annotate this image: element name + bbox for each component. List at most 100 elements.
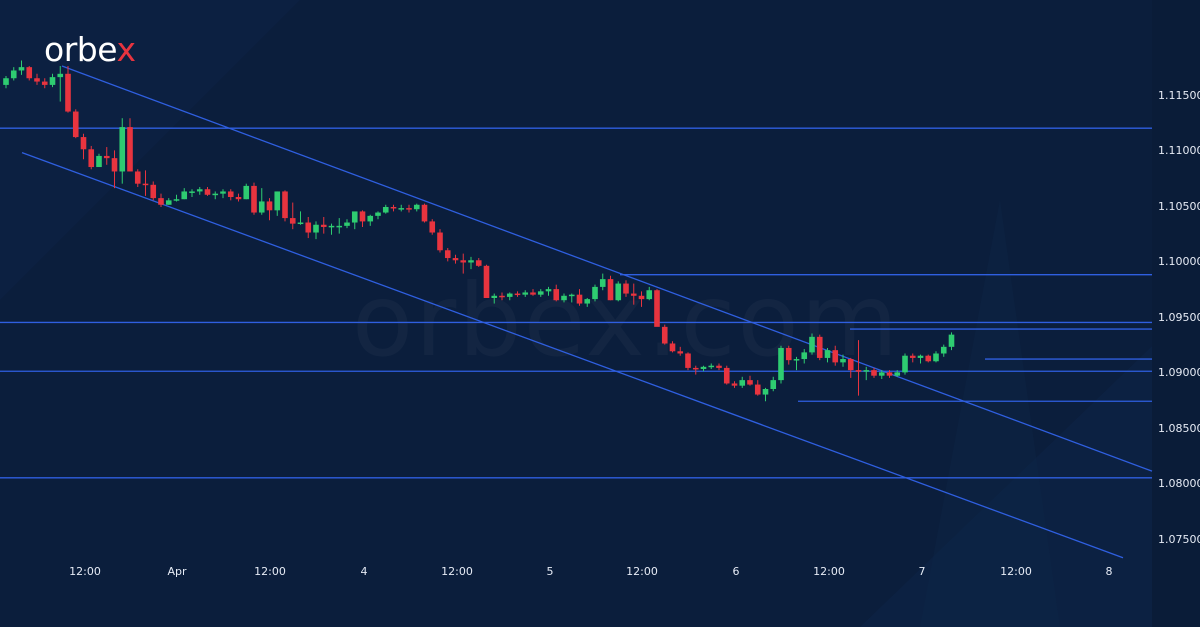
candle <box>421 203 428 223</box>
candle <box>282 190 288 222</box>
candle <box>475 258 482 267</box>
candle <box>413 203 420 212</box>
candle <box>708 363 715 370</box>
candle <box>297 211 304 225</box>
candle <box>685 352 691 371</box>
candle <box>235 193 242 202</box>
price-tick-label: 1.10500 <box>1158 199 1200 213</box>
candle <box>545 286 552 296</box>
candle <box>227 189 234 201</box>
candle <box>630 283 637 305</box>
candle <box>553 284 560 302</box>
price-tick-label: 1.09500 <box>1158 310 1200 324</box>
candle <box>692 365 699 375</box>
candle <box>584 297 591 307</box>
candle <box>506 292 513 301</box>
candle <box>320 216 327 234</box>
candle <box>878 370 885 380</box>
candle <box>909 353 916 363</box>
candle <box>623 280 629 297</box>
candle <box>491 293 498 304</box>
candle <box>212 191 219 200</box>
candle <box>940 344 947 357</box>
candle <box>34 73 40 85</box>
candle <box>196 187 203 195</box>
candle <box>344 219 350 229</box>
candle <box>165 198 172 205</box>
time-tick-label: 12:00 <box>813 565 845 578</box>
candle <box>65 66 71 113</box>
logo-text: orbe <box>44 30 117 69</box>
candle <box>863 366 870 381</box>
orbex-logo: orbex <box>44 30 136 69</box>
time-tick-label: 6 <box>732 565 740 578</box>
candle <box>731 381 738 388</box>
candle <box>669 341 676 353</box>
candle <box>103 147 110 165</box>
candle <box>871 367 877 378</box>
candle <box>723 365 730 385</box>
candle <box>886 370 893 378</box>
candle <box>26 66 33 81</box>
candle <box>894 370 901 377</box>
candle <box>41 78 48 89</box>
candle <box>840 354 846 367</box>
candle <box>452 254 459 264</box>
candle <box>181 188 188 200</box>
candle <box>359 210 366 227</box>
candle <box>189 189 195 197</box>
candle <box>832 345 839 366</box>
candle <box>251 182 257 215</box>
price-tick-label: 1.11000 <box>1158 144 1200 158</box>
candle <box>429 219 436 235</box>
candle <box>537 289 544 297</box>
candle <box>747 375 753 386</box>
time-tick-label: 8 <box>1105 565 1113 578</box>
candle <box>351 211 358 230</box>
candle <box>111 150 118 189</box>
candle <box>313 221 319 240</box>
candle <box>514 291 521 297</box>
time-tick-label: Apr <box>167 565 187 578</box>
candle <box>824 347 831 363</box>
candle <box>638 291 645 307</box>
time-tick-label: 12:00 <box>626 565 658 578</box>
candle <box>57 66 64 102</box>
candle <box>793 356 800 371</box>
candle <box>568 293 575 303</box>
candle <box>258 188 265 215</box>
candle <box>661 324 668 345</box>
candle <box>88 145 95 170</box>
candle <box>289 202 296 230</box>
candle <box>499 292 505 301</box>
candle <box>382 204 389 214</box>
price-tick-label: 1.08000 <box>1158 477 1200 491</box>
candle <box>762 387 769 402</box>
candle <box>437 229 443 253</box>
candle <box>801 349 808 364</box>
candle <box>677 346 684 356</box>
candle <box>460 253 467 274</box>
candle <box>134 169 141 188</box>
candle <box>778 345 784 384</box>
price-tick-label: 1.09000 <box>1158 366 1200 380</box>
price-tick-label: 1.10000 <box>1158 255 1200 269</box>
candle <box>398 204 405 212</box>
logo-accent: x <box>116 30 136 69</box>
candle <box>204 187 211 196</box>
time-tick-label: 12:00 <box>254 565 286 578</box>
candle <box>561 293 567 303</box>
price-tick-label: 1.11500 <box>1158 89 1200 102</box>
candle <box>127 118 133 172</box>
candle <box>716 363 722 371</box>
price-tick-label: 1.08500 <box>1158 421 1200 435</box>
candle <box>700 365 707 372</box>
candle <box>599 273 606 291</box>
price-tick-label: 1.07500 <box>1158 532 1200 546</box>
candle <box>855 340 862 396</box>
candle <box>522 290 529 297</box>
candle <box>173 194 180 202</box>
candle <box>576 289 583 306</box>
